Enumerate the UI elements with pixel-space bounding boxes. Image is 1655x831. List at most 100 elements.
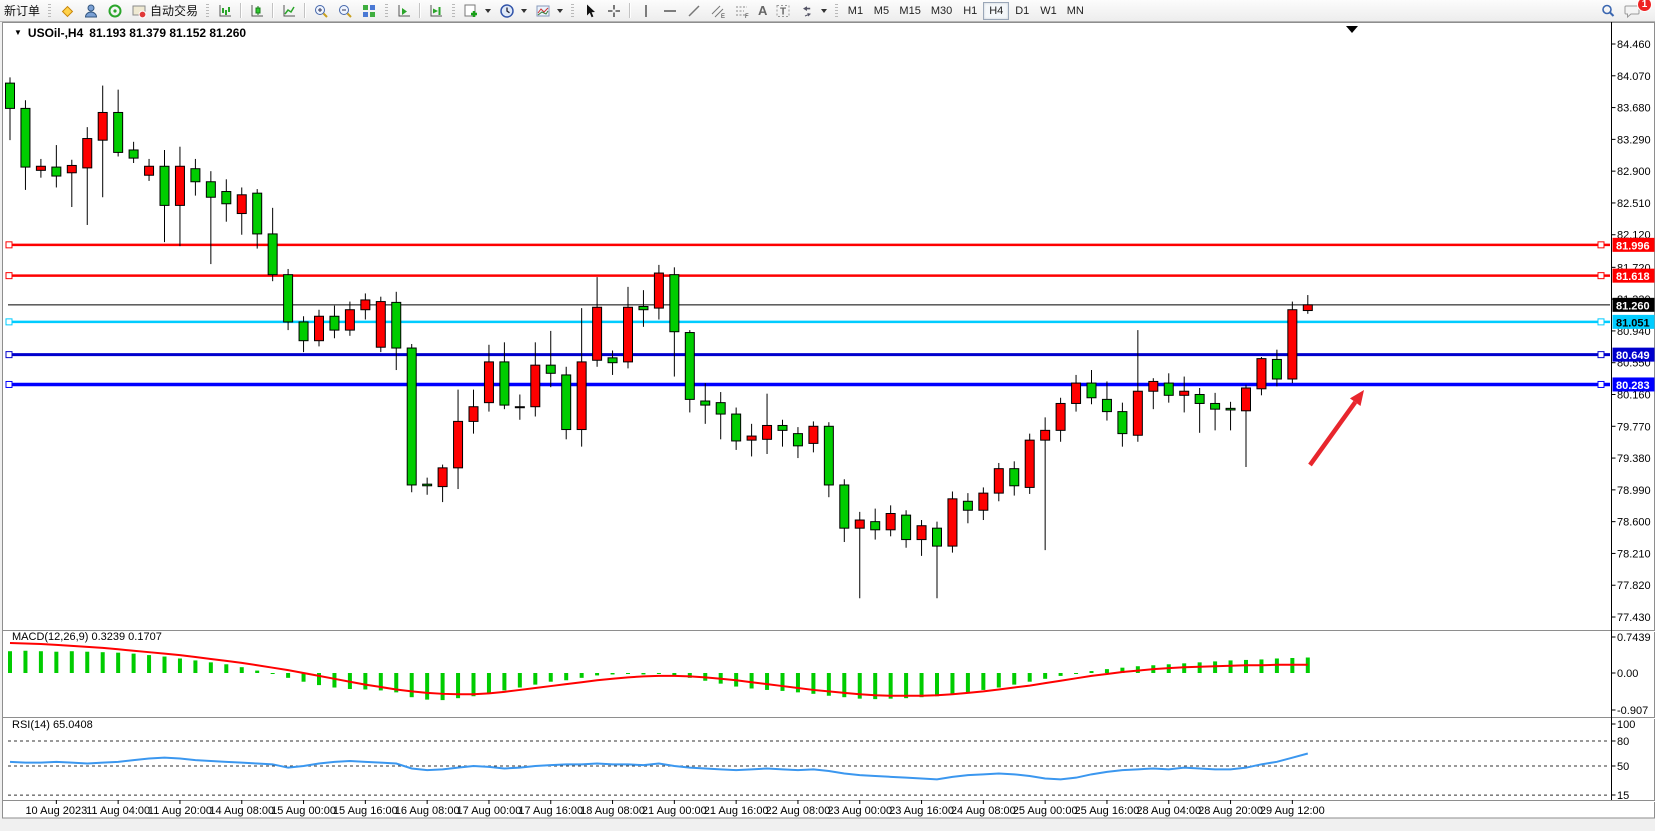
hline-handle[interactable] — [1597, 272, 1605, 280]
tile-windows-icon — [361, 3, 377, 19]
autotrading-button[interactable]: 自动交易 — [127, 1, 202, 21]
chart-symbol-period: USOil-,H4 — [27, 26, 84, 40]
label-tool-button[interactable]: T — [771, 1, 795, 21]
auto-scroll-button[interactable] — [392, 1, 416, 21]
timeframe-w1-button[interactable]: W1 — [1035, 2, 1062, 20]
horizontal-line-tool-button[interactable] — [658, 1, 682, 21]
hline-handle[interactable] — [1597, 351, 1605, 359]
zoom-in-button[interactable] — [309, 1, 333, 21]
timeframe-h1-button[interactable]: H1 — [957, 2, 983, 20]
price-tick-label: 83.680 — [1617, 103, 1651, 115]
gold-deposit-button[interactable] — [55, 1, 79, 21]
candle — [66, 159, 77, 208]
candle — [51, 145, 62, 188]
price-tick-label: 80.940 — [1617, 326, 1651, 338]
hline-handle[interactable] — [1597, 318, 1605, 326]
time-tick-label: 15 Aug 16:00 — [333, 805, 398, 817]
period-button[interactable] — [495, 1, 531, 21]
macd-bar — [873, 673, 878, 700]
signals-button[interactable] — [103, 1, 127, 21]
candle — [993, 462, 1004, 502]
autotrading-icon — [131, 3, 147, 19]
timeframe-d1-button[interactable]: D1 — [1009, 2, 1035, 20]
candle — [1009, 461, 1020, 496]
zoom-out-button[interactable] — [333, 1, 357, 21]
cursor-tool-button[interactable] — [578, 1, 602, 21]
macd-bar — [100, 652, 105, 673]
candle — [715, 392, 726, 440]
candle — [932, 521, 942, 599]
new-chart-button[interactable] — [459, 1, 495, 21]
price-tick-label: 79.380 — [1617, 453, 1651, 465]
candle — [1271, 349, 1282, 387]
timeframe-mn-button[interactable]: MN — [1062, 2, 1089, 20]
rsi-axis-label: 15 — [1617, 790, 1629, 802]
timeframe-m5-button[interactable]: M5 — [868, 2, 894, 20]
hline-handle[interactable] — [5, 351, 13, 359]
macd-bar — [486, 673, 491, 694]
candle — [468, 389, 479, 434]
timeframe-m15-button[interactable]: M15 — [894, 2, 925, 20]
time-tick-label: 23 Aug 00:00 — [827, 805, 892, 817]
trendline-tool-button[interactable] — [682, 1, 706, 21]
new-order-button[interactable]: 新订单 — [0, 1, 44, 21]
toolbar-separator — [419, 3, 422, 18]
macd-bar — [147, 655, 152, 673]
chevron-down-icon — [521, 8, 528, 13]
candle — [1302, 295, 1313, 314]
price-badge-label: 80.649 — [1616, 350, 1650, 362]
hline-handle[interactable] — [5, 272, 13, 280]
candle — [314, 309, 324, 347]
macd-indicator-label: MACD(12,26,9) 0.3239 0.1707 — [12, 631, 162, 643]
profile-button[interactable] — [79, 1, 103, 21]
chart-shift-button[interactable] — [424, 1, 448, 21]
shapes-button[interactable] — [795, 1, 831, 21]
time-tick-label: 11 Aug 20:00 — [148, 805, 212, 817]
horizontal-line-icon — [662, 3, 678, 19]
timeframe-m1-button[interactable]: M1 — [842, 2, 868, 20]
tile-windows-button[interactable] — [357, 1, 381, 21]
candle — [236, 187, 247, 235]
hline-handle[interactable] — [1597, 241, 1605, 249]
price-tick-label: 80.160 — [1617, 389, 1651, 401]
hline-handle[interactable] — [1597, 380, 1605, 388]
candle — [391, 291, 402, 371]
channel-tool-button[interactable]: E — [706, 1, 730, 21]
annotation-arrow[interactable] — [1308, 390, 1364, 467]
hline-handle[interactable] — [5, 318, 13, 326]
candle — [1040, 417, 1051, 551]
candlestick-chart-button[interactable] — [245, 1, 269, 21]
bar-chart-button[interactable] — [213, 1, 237, 21]
collapse-triangle-icon[interactable]: ▼ — [14, 27, 22, 37]
candle — [190, 158, 201, 196]
time-tick-label: 25 Aug 16:00 — [1075, 805, 1140, 817]
price-tick-label: 77.430 — [1617, 612, 1651, 624]
price-badge-label: 81.618 — [1616, 271, 1650, 283]
notification-badge[interactable]: 1 — [1637, 0, 1652, 12]
timeframe-m30-button[interactable]: M30 — [926, 2, 957, 20]
line-chart-button[interactable] — [277, 1, 301, 21]
candle — [561, 366, 572, 440]
vertical-line-tool-button[interactable] — [634, 1, 658, 21]
text-tool-button[interactable]: A — [754, 1, 771, 21]
candle — [375, 296, 386, 353]
hline-handle[interactable] — [5, 241, 13, 249]
chart-shift-marker[interactable] — [1346, 26, 1358, 33]
candle — [1225, 401, 1236, 431]
crosshair-tool-button[interactable] — [602, 1, 626, 21]
hline-handle[interactable] — [5, 380, 13, 388]
timeframe-h4-button[interactable]: H4 — [983, 1, 1010, 20]
macd-bar — [1043, 673, 1048, 679]
fibonacci-tool-button[interactable]: F — [730, 1, 754, 21]
time-tick-label: 15 Aug 00:00 — [271, 805, 336, 817]
time-tick-label: 22 Aug 08:00 — [766, 805, 831, 817]
toolbar-grip — [835, 3, 839, 18]
candle — [514, 394, 525, 420]
templates-button[interactable] — [531, 1, 567, 21]
macd-bar — [795, 673, 800, 693]
macd-bar — [888, 673, 893, 699]
search-button[interactable] — [1596, 1, 1620, 21]
macd-axis-label: 0.00 — [1617, 668, 1638, 680]
time-tick-label: 28 Aug 04:00 — [1136, 805, 1201, 817]
